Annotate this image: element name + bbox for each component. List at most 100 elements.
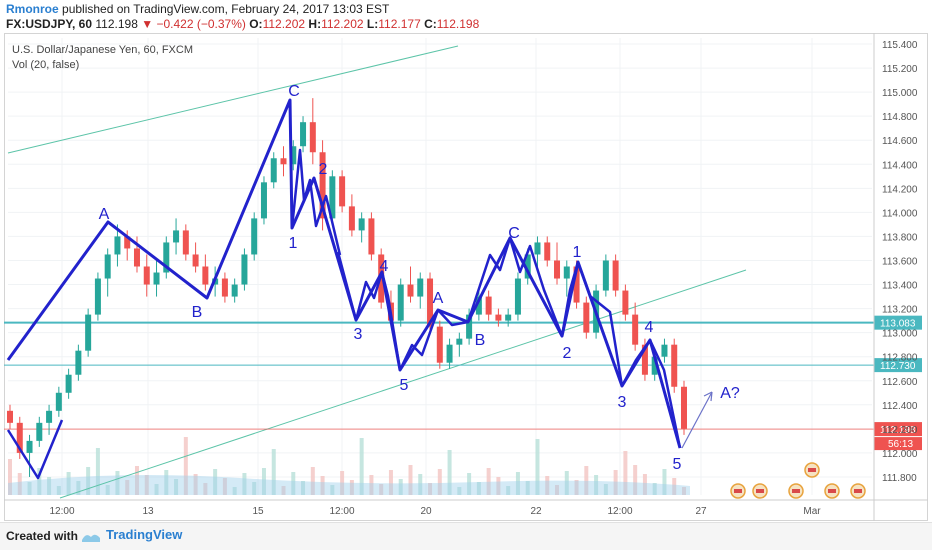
chart-legend: U.S. Dollar/Japanese Yen, 60, FXCM Vol (… xyxy=(12,43,193,73)
candle-body xyxy=(417,278,424,297)
candle-body xyxy=(241,254,248,285)
volume-bar xyxy=(555,485,560,495)
series-title: U.S. Dollar/Japanese Yen, 60, FXCM xyxy=(12,44,193,56)
candle-body xyxy=(133,248,140,267)
volume-indicator-label[interactable]: Vol (20, false) xyxy=(12,59,80,71)
candle-body xyxy=(182,230,189,255)
candle-body xyxy=(563,266,570,279)
close-value: 112.198 xyxy=(436,17,480,31)
volume-bar xyxy=(213,469,218,495)
volume-bar xyxy=(408,465,413,495)
price-level-tag xyxy=(874,315,922,330)
wave-label: A xyxy=(433,290,444,307)
candle-body xyxy=(427,278,434,327)
volume-bar xyxy=(574,480,579,495)
volume-bar xyxy=(242,473,247,495)
footer-bar: Created with TradingView xyxy=(0,522,932,550)
candle-body xyxy=(270,158,277,183)
candle-body xyxy=(661,344,668,357)
volume-bar xyxy=(525,481,530,495)
volume-bar xyxy=(47,477,52,495)
volume-bar xyxy=(349,480,354,495)
y-tick-label: 114.600 xyxy=(882,136,918,147)
y-tick-label: 113.200 xyxy=(882,305,918,316)
volume-bar xyxy=(535,439,540,495)
candle-body xyxy=(94,278,101,315)
countdown-tag xyxy=(874,437,922,451)
candle-body xyxy=(104,254,111,279)
volume-bar xyxy=(447,450,452,495)
volume-bar xyxy=(613,470,618,495)
wave-labels: A B C 1 2 3 4 5 A B C 1 2 3 4 5 A? xyxy=(99,83,740,473)
volume-bar xyxy=(310,467,315,495)
y-tick-label: 113.800 xyxy=(882,232,918,243)
y-tick-label: 113.400 xyxy=(882,281,918,292)
y-tick-label: 114.200 xyxy=(882,184,918,195)
symbol-label[interactable]: FX:USDJPY, 60 xyxy=(6,17,93,31)
wave-label: C xyxy=(508,225,520,242)
candle-body xyxy=(651,356,658,375)
candle-body xyxy=(495,314,502,321)
candle-body xyxy=(641,344,648,375)
candle-body xyxy=(622,290,629,315)
y-tick-label: 112.600 xyxy=(882,377,918,388)
candle-body xyxy=(221,278,228,297)
candle-body xyxy=(397,284,404,321)
y-tick-label: 114.800 xyxy=(882,112,918,123)
candle-body xyxy=(124,236,131,249)
wave-label: A xyxy=(99,206,110,223)
wave-path-sub xyxy=(466,236,564,337)
volume-bar xyxy=(164,470,169,495)
candle-body xyxy=(329,176,336,219)
volume-bar xyxy=(467,473,472,495)
wave-label: B xyxy=(475,332,486,349)
close-label: C: xyxy=(424,17,437,31)
candle-body xyxy=(339,176,346,207)
wave-path-sub xyxy=(6,419,64,480)
volume-bar xyxy=(8,459,12,495)
x-tick-label: 12:00 xyxy=(329,506,354,517)
candle-body xyxy=(514,278,521,315)
candle-body xyxy=(280,158,287,165)
x-tick-label: 22 xyxy=(530,506,542,517)
tradingview-logo-icon xyxy=(82,534,100,542)
x-tick-label: 27 xyxy=(695,506,707,517)
author-link[interactable]: Rmonroe xyxy=(6,2,59,16)
wave-path-sub xyxy=(560,260,624,387)
volume-bar xyxy=(515,472,520,495)
candle-body xyxy=(55,392,62,411)
price-level-tag xyxy=(874,422,922,437)
volume-bar xyxy=(388,470,393,495)
volume-bar xyxy=(652,483,657,495)
low-label: L: xyxy=(366,17,379,31)
volume-bar xyxy=(398,479,403,495)
volume-bar xyxy=(86,467,91,495)
wave-path-sub xyxy=(290,148,342,256)
candle-body xyxy=(632,314,639,345)
flag-icon xyxy=(808,468,816,472)
volume-bar xyxy=(261,468,266,495)
x-tick-label: Mar xyxy=(803,506,821,517)
candle-body xyxy=(348,206,355,231)
candle-body xyxy=(671,344,678,387)
x-tick-label: 13 xyxy=(142,506,154,517)
volume-bar xyxy=(330,485,335,495)
candle-body xyxy=(544,242,551,261)
volume-bar xyxy=(428,483,433,495)
volume-bar xyxy=(125,480,130,495)
y-tick-label: 113.600 xyxy=(882,256,918,267)
candle-body xyxy=(475,296,482,315)
x-tick-label: 20 xyxy=(420,506,432,517)
volume-bar xyxy=(633,465,638,495)
volume-bar xyxy=(340,471,345,495)
candle-body xyxy=(7,410,13,423)
candle-body xyxy=(524,254,531,279)
candle-body xyxy=(407,284,414,297)
y-tick-label: 115.000 xyxy=(882,88,918,99)
volume-bar xyxy=(476,482,481,495)
tradingview-brand[interactable]: TradingView xyxy=(106,527,183,542)
wave-label: 2 xyxy=(563,345,572,362)
created-with-text: Created with xyxy=(6,529,79,543)
volume-bar xyxy=(623,451,628,495)
